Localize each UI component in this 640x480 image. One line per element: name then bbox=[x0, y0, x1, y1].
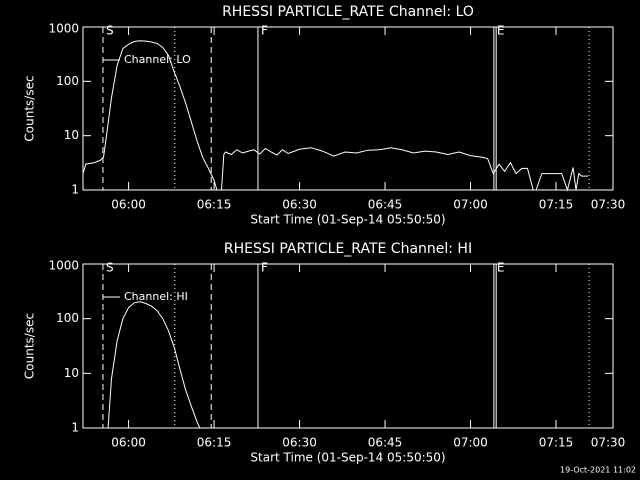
y-tick-label: 100 bbox=[56, 74, 79, 88]
chart-title: RHESSI PARTICLE_RATE Channel: HI bbox=[224, 241, 472, 257]
data-line bbox=[82, 40, 588, 192]
time-marker-label: S bbox=[106, 24, 114, 38]
data-line bbox=[107, 301, 201, 429]
y-tick-label: 1000 bbox=[48, 22, 79, 36]
x-tick-label: 06:00 bbox=[111, 198, 146, 212]
y-tick-label: 10 bbox=[64, 128, 79, 142]
x-tick-label: 06:45 bbox=[368, 436, 403, 450]
chart-title: RHESSI PARTICLE_RATE Channel: LO bbox=[222, 4, 474, 20]
y-axis-label: Counts/sec bbox=[23, 313, 37, 379]
plot-frame bbox=[82, 263, 614, 429]
time-marker-label: F bbox=[261, 24, 268, 38]
x-tick-label: 06:45 bbox=[368, 198, 403, 212]
x-tick-label: 07:00 bbox=[453, 198, 488, 212]
y-tick-label: 1 bbox=[71, 183, 79, 197]
x-tick-label: 06:30 bbox=[282, 198, 317, 212]
x-tick-label: 06:15 bbox=[197, 436, 232, 450]
legend-label: Channel: HI bbox=[124, 290, 188, 303]
plot-frame bbox=[82, 26, 614, 191]
y-axis-label: Counts/sec bbox=[23, 75, 37, 141]
time-marker-label: E bbox=[497, 24, 505, 38]
y-tick-label: 1000 bbox=[48, 259, 79, 273]
x-tick-label: 07:00 bbox=[453, 436, 488, 450]
y-tick-label: 10 bbox=[64, 366, 79, 380]
x-tick-label: 06:15 bbox=[197, 198, 232, 212]
x-tick-label: 06:00 bbox=[111, 436, 146, 450]
x-tick-label: 07:30 bbox=[591, 198, 626, 212]
y-tick-label: 100 bbox=[56, 311, 79, 325]
footer-timestamp: 19-Oct-2021 11:02 bbox=[560, 466, 636, 475]
x-tick-label: 07:15 bbox=[539, 436, 574, 450]
x-axis-label: Start Time (01-Sep-14 05:50:50) bbox=[250, 213, 445, 227]
x-tick-label: 06:30 bbox=[282, 436, 317, 450]
y-tick-label: 1 bbox=[71, 421, 79, 435]
time-marker-label: E bbox=[497, 261, 505, 275]
x-tick-label: 07:30 bbox=[591, 436, 626, 450]
legend-label: Channel: LO bbox=[124, 53, 191, 66]
time-marker-label: S bbox=[106, 261, 114, 275]
time-marker-label: F bbox=[261, 261, 268, 275]
x-axis-label: Start Time (01-Sep-14 05:50:50) bbox=[250, 451, 445, 465]
x-tick-label: 07:15 bbox=[539, 198, 574, 212]
